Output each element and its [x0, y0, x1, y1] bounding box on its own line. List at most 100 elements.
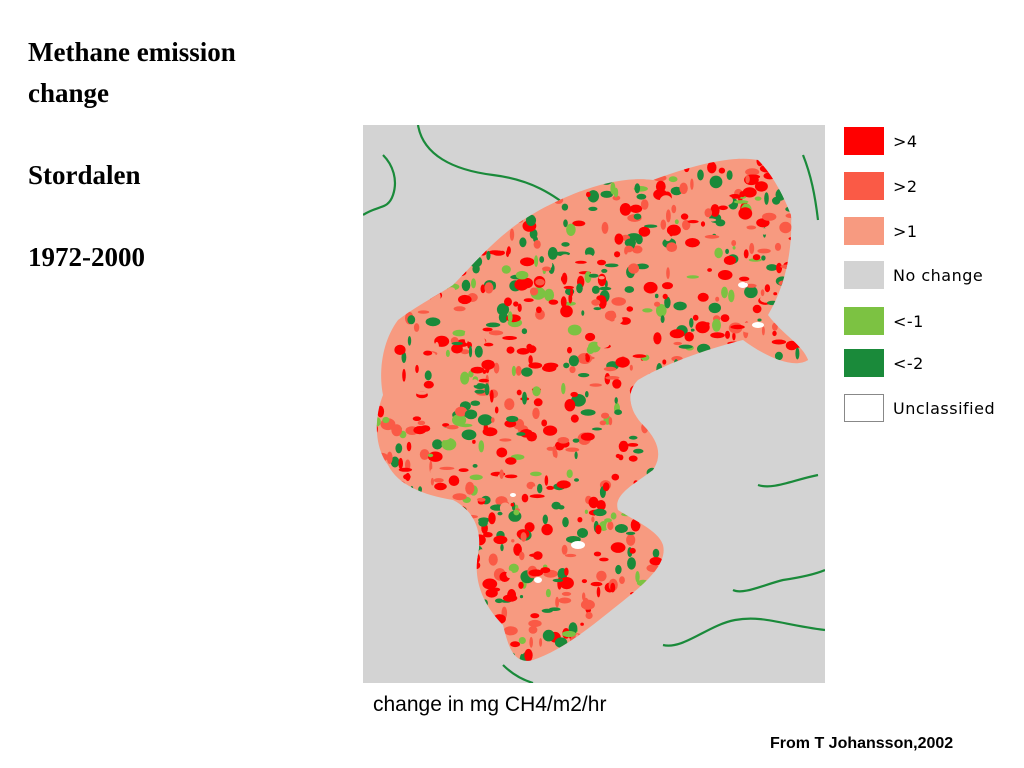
change-patch: [742, 393, 746, 397]
change-patch: [439, 527, 448, 535]
change-patch: [758, 497, 771, 510]
change-patch: [443, 542, 450, 549]
change-patch: [699, 183, 706, 192]
change-patch: [418, 158, 431, 166]
change-patch: [712, 371, 721, 377]
change-patch: [410, 179, 419, 184]
change-patch: [491, 417, 495, 423]
change-patch: [692, 314, 699, 321]
change-patch: [704, 208, 713, 218]
change-patch: [582, 597, 590, 610]
change-patch: [417, 647, 424, 656]
legend-swatch-lt-1: [844, 307, 884, 335]
change-patch: [714, 247, 723, 259]
change-patch: [682, 510, 690, 516]
change-patch: [412, 274, 424, 285]
change-patch: [795, 554, 800, 565]
change-patch: [725, 248, 729, 254]
change-patch: [752, 254, 761, 261]
change-patch: [376, 570, 387, 578]
change-patch: [789, 635, 801, 644]
change-patch: [471, 379, 478, 386]
change-patch: [700, 221, 706, 227]
change-patch: [601, 268, 608, 273]
change-patch: [444, 220, 448, 231]
change-patch: [585, 354, 590, 363]
change-patch: [780, 303, 795, 307]
change-patch: [438, 637, 448, 642]
change-patch: [386, 639, 391, 653]
change-patch: [537, 483, 543, 494]
change-patch: [389, 584, 401, 594]
change-patch: [390, 456, 400, 468]
change-patch: [670, 186, 683, 196]
change-patch: [575, 260, 587, 264]
change-patch: [719, 388, 729, 401]
change-patch: [760, 289, 765, 297]
river-line: [757, 473, 819, 488]
change-patch: [623, 631, 627, 641]
change-patch: [806, 196, 809, 209]
change-patch: [776, 188, 790, 200]
legend-item-gt2: >2: [844, 172, 1024, 200]
change-patch: [807, 286, 809, 294]
change-patch: [702, 466, 714, 477]
change-patch: [521, 192, 531, 196]
change-patch: [490, 640, 498, 650]
change-patch: [482, 427, 498, 437]
change-patch: [614, 316, 623, 324]
change-patch: [401, 351, 407, 364]
change-patch: [603, 366, 617, 372]
change-patch: [513, 418, 525, 430]
change-patch: [470, 400, 481, 406]
river-line: [732, 568, 825, 593]
change-patch: [478, 519, 488, 527]
change-patch: [461, 610, 475, 614]
change-patch: [629, 547, 636, 554]
change-patch: [507, 193, 520, 197]
change-patch: [509, 228, 515, 241]
change-patch: [488, 215, 502, 222]
change-patch: [749, 242, 755, 255]
change-patch: [727, 341, 741, 346]
legend-item-gt1: >1: [844, 217, 1024, 245]
change-patch: [382, 495, 395, 505]
change-patch: [456, 587, 464, 594]
change-patch: [414, 494, 425, 505]
change-patch: [521, 328, 528, 335]
change-patch: [411, 586, 424, 599]
change-patch: [485, 217, 500, 221]
change-patch: [718, 658, 722, 661]
change-patch: [381, 217, 394, 222]
change-patch: [502, 212, 516, 217]
change-patch: [787, 268, 801, 281]
change-patch: [774, 242, 782, 251]
change-patch: [493, 535, 508, 545]
change-patch: [516, 432, 526, 436]
change-patch: [405, 459, 411, 471]
change-patch: [387, 233, 402, 242]
change-patch: [788, 306, 803, 318]
change-patch: [411, 530, 416, 541]
change-patch: [706, 392, 718, 401]
change-patch: [598, 657, 612, 661]
change-patch: [448, 475, 460, 487]
change-patch: [432, 439, 443, 450]
change-patch: [376, 160, 378, 167]
change-patch: [504, 164, 513, 171]
change-patch: [708, 572, 718, 576]
change-patch: [596, 500, 606, 511]
change-patch: [441, 580, 453, 590]
change-patch: [647, 373, 653, 381]
change-patch: [651, 630, 663, 641]
change-patch: [649, 557, 663, 566]
change-patch: [481, 359, 495, 370]
change-patch: [633, 480, 639, 486]
change-patch: [771, 486, 784, 494]
change-patch: [757, 375, 772, 383]
change-patch: [437, 270, 441, 278]
change-patch: [791, 323, 795, 328]
change-patch: [376, 639, 381, 650]
change-patch: [634, 183, 641, 194]
change-patch: [389, 624, 396, 628]
